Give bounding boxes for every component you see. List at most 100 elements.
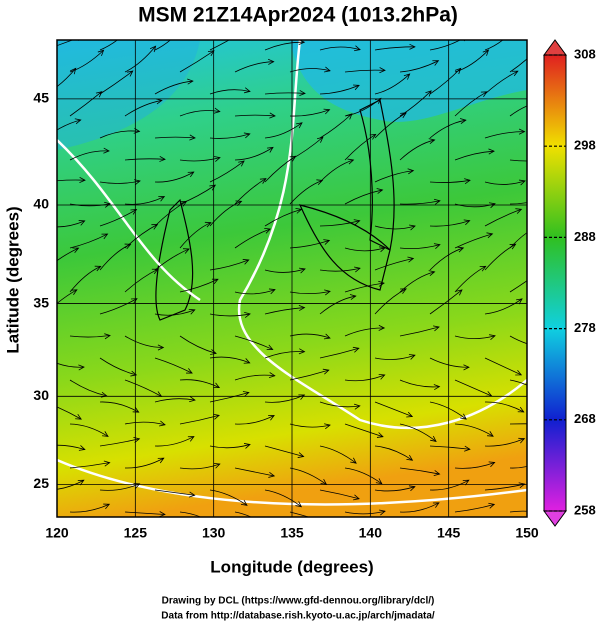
streamline (429, 247, 464, 271)
streamline (264, 307, 305, 315)
streamline (154, 248, 190, 271)
streamline-arrow (213, 462, 221, 469)
streamline-arrow (324, 66, 331, 73)
streamline-arrow (515, 208, 523, 214)
streamline (179, 110, 220, 117)
streamline-arrow (75, 413, 82, 420)
streamline (57, 247, 79, 262)
streamline-arrow (242, 259, 250, 265)
streamline (509, 232, 527, 249)
colorbar-tick-label: 258 (574, 502, 596, 517)
streamline-arrow (188, 491, 196, 498)
streamline-arrow (323, 333, 331, 340)
streamline (57, 220, 85, 228)
credit: Drawing by DCL (https://www.gfd-dennou.o… (162, 596, 435, 607)
colorbar (543, 54, 567, 512)
streamline-arrow (70, 67, 77, 75)
streamline (319, 159, 354, 183)
streamline-arrow (79, 177, 86, 183)
streamline (319, 46, 361, 51)
colorbar-extend-top (543, 39, 567, 56)
streamline-arrow (511, 70, 519, 77)
streamline-arrow (298, 304, 306, 311)
streamline (264, 209, 302, 227)
streamline-arrow (134, 179, 141, 185)
streamline-arrow (209, 184, 217, 191)
streamline-arrow (512, 27, 518, 33)
streamline (429, 401, 467, 420)
title: MSM 21Z14Apr2024 (1013.2hPa) (138, 4, 458, 27)
streamline-arrow (151, 268, 159, 275)
x-tick-label: 125 (124, 525, 148, 541)
streamline (319, 267, 361, 272)
streamline-arrow (268, 58, 275, 65)
streamline-arrow (375, 478, 383, 485)
streamline (264, 268, 306, 273)
streamline (99, 130, 140, 139)
streamline-arrow (518, 437, 526, 444)
streamline (399, 90, 432, 117)
streamline (344, 282, 385, 293)
streamline (69, 335, 111, 338)
streamline-arrow (323, 108, 331, 115)
streamline-arrow (369, 133, 377, 140)
streamline (344, 374, 385, 382)
streamline (454, 503, 495, 513)
streamline-arrow (347, 158, 355, 165)
streamline-arrow (456, 289, 463, 296)
cold-region (57, 40, 200, 150)
streamline-arrow (408, 354, 416, 360)
streamline-arrow (376, 432, 384, 438)
streamline-arrow (408, 485, 416, 492)
streamline-arrow (213, 107, 221, 114)
streamline-arrow (352, 346, 360, 353)
streamline-arrow (379, 67, 386, 74)
streamline (264, 445, 304, 457)
streamline-arrow (187, 171, 195, 178)
streamline (374, 445, 413, 461)
streamline-arrow (100, 391, 108, 398)
streamline (319, 347, 359, 359)
streamline (209, 489, 248, 506)
streamline (454, 335, 496, 340)
streamline (57, 119, 81, 131)
streamline (509, 466, 527, 469)
streamline-arrow (403, 73, 411, 80)
streamline (264, 489, 302, 508)
streamline (374, 354, 416, 360)
streamline (429, 445, 470, 450)
streamline-arrow (265, 524, 271, 529)
streamline (124, 335, 164, 348)
streamline (509, 423, 527, 425)
plot-frame (56, 39, 528, 518)
streamline (344, 247, 386, 252)
streamline-arrow (298, 394, 306, 400)
streamline-arrow (295, 207, 303, 214)
streamline (57, 406, 82, 420)
x-tick-label: 130 (202, 525, 226, 541)
x-tick-label: 145 (437, 525, 461, 541)
streamline-arrow (127, 27, 133, 33)
streamline-arrow (482, 49, 490, 56)
streamline (154, 80, 193, 95)
streamline (399, 326, 440, 337)
y-tick-label: 25 (33, 475, 49, 491)
colorbar-tick-label: 298 (574, 138, 596, 153)
streamline-arrow (204, 221, 212, 228)
streamline (429, 179, 471, 183)
streamline-arrow (266, 146, 274, 153)
streamline (319, 295, 356, 315)
streamline-arrow (235, 200, 243, 207)
streamline-arrow (346, 113, 353, 120)
streamline-arrow (432, 502, 440, 508)
streamline-arrow (489, 202, 496, 209)
streamline (99, 438, 140, 447)
streamline (264, 41, 305, 51)
streamline (69, 91, 103, 117)
streamline (509, 335, 527, 345)
streamline-arrow (70, 289, 78, 295)
streamline-arrow (297, 452, 305, 458)
streamline-arrow (296, 122, 303, 129)
